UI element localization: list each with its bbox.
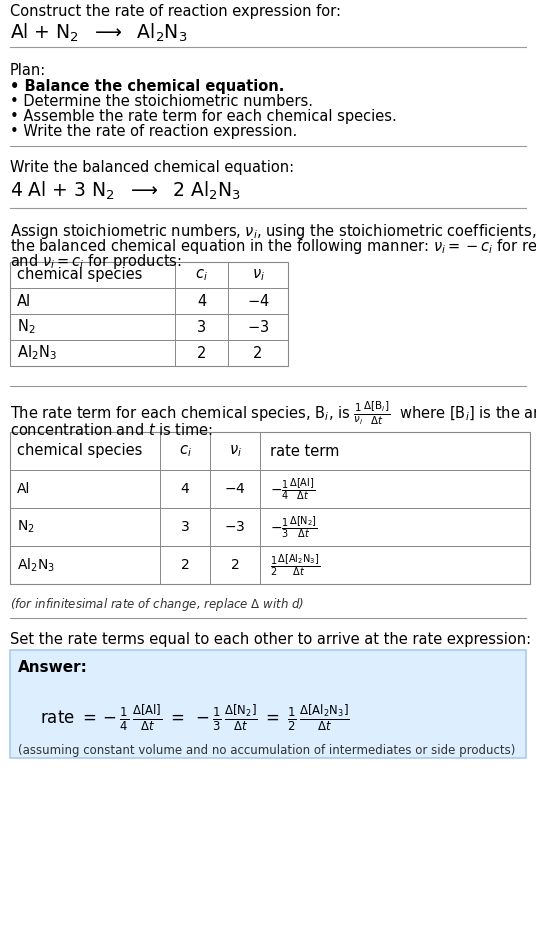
Text: $\nu_i$: $\nu_i$ <box>228 443 242 459</box>
Text: the balanced chemical equation in the following manner: $\nu_i = -c_i$ for react: the balanced chemical equation in the fo… <box>10 237 536 256</box>
Text: 3: 3 <box>181 520 189 534</box>
Text: Answer:: Answer: <box>18 660 88 675</box>
Text: $-4$: $-4$ <box>224 482 246 496</box>
Text: chemical species: chemical species <box>17 444 143 459</box>
Text: • Determine the stoichiometric numbers.: • Determine the stoichiometric numbers. <box>10 94 313 109</box>
Text: $\frac{1}{2}\frac{\Delta[\mathrm{Al_2N_3}]}{\Delta t}$: $\frac{1}{2}\frac{\Delta[\mathrm{Al_2N_3… <box>270 552 320 578</box>
Text: 2: 2 <box>230 558 240 572</box>
Text: (assuming constant volume and no accumulation of intermediates or side products): (assuming constant volume and no accumul… <box>18 744 516 757</box>
Text: N$_2$: N$_2$ <box>17 318 35 336</box>
Text: $-3$: $-3$ <box>247 319 269 335</box>
Text: 2: 2 <box>197 346 206 361</box>
Text: Al: Al <box>17 482 31 496</box>
Text: and $\nu_i = c_i$ for products:: and $\nu_i = c_i$ for products: <box>10 252 182 271</box>
Text: N$_2$: N$_2$ <box>17 519 35 535</box>
Text: 2: 2 <box>254 346 263 361</box>
Text: chemical species: chemical species <box>17 268 143 283</box>
Text: $c_i$: $c_i$ <box>178 443 191 459</box>
Text: Plan:: Plan: <box>10 63 46 78</box>
Text: rate $= -\frac{1}{4}\,\frac{\Delta[\mathrm{Al}]}{\Delta t}\;=\; -\frac{1}{3}\,\f: rate $= -\frac{1}{4}\,\frac{\Delta[\math… <box>40 702 349 733</box>
Text: • Balance the chemical equation.: • Balance the chemical equation. <box>10 79 285 94</box>
FancyBboxPatch shape <box>10 650 526 758</box>
Text: Al$_2$N$_3$: Al$_2$N$_3$ <box>17 556 55 574</box>
Text: $-\frac{1}{4}\frac{\Delta[\mathrm{Al}]}{\Delta t}$: $-\frac{1}{4}\frac{\Delta[\mathrm{Al}]}{… <box>270 476 315 502</box>
Text: $c_i$: $c_i$ <box>195 268 208 283</box>
Text: (for infinitesimal rate of change, replace $\Delta$ with $d$): (for infinitesimal rate of change, repla… <box>10 596 304 613</box>
Text: 2: 2 <box>181 558 189 572</box>
Text: 4: 4 <box>197 293 206 308</box>
Text: Al: Al <box>17 293 31 308</box>
Text: $-4$: $-4$ <box>247 293 269 309</box>
Text: Construct the rate of reaction expression for:: Construct the rate of reaction expressio… <box>10 4 341 19</box>
FancyBboxPatch shape <box>10 432 530 584</box>
Text: Assign stoichiometric numbers, $\nu_i$, using the stoichiometric coefficients, $: Assign stoichiometric numbers, $\nu_i$, … <box>10 222 536 241</box>
Text: concentration and $t$ is time:: concentration and $t$ is time: <box>10 422 213 438</box>
FancyBboxPatch shape <box>10 262 288 366</box>
Text: $-\frac{1}{3}\frac{\Delta[\mathrm{N_2}]}{\Delta t}$: $-\frac{1}{3}\frac{\Delta[\mathrm{N_2}]}… <box>270 514 318 540</box>
Text: Al$_2$N$_3$: Al$_2$N$_3$ <box>17 344 57 363</box>
Text: rate term: rate term <box>270 444 339 459</box>
Text: 3: 3 <box>197 320 206 334</box>
Text: The rate term for each chemical species, B$_i$, is $\frac{1}{\nu_i}\frac{\Delta[: The rate term for each chemical species,… <box>10 400 536 427</box>
Text: • Write the rate of reaction expression.: • Write the rate of reaction expression. <box>10 124 297 139</box>
Text: $-3$: $-3$ <box>225 520 245 534</box>
Text: Al + N$_2$  $\longrightarrow$  Al$_2$N$_3$: Al + N$_2$ $\longrightarrow$ Al$_2$N$_3$ <box>10 22 188 45</box>
Text: 4 Al + 3 N$_2$  $\longrightarrow$  2 Al$_2$N$_3$: 4 Al + 3 N$_2$ $\longrightarrow$ 2 Al$_2… <box>10 180 241 203</box>
Text: Set the rate terms equal to each other to arrive at the rate expression:: Set the rate terms equal to each other t… <box>10 632 531 647</box>
Text: Write the balanced chemical equation:: Write the balanced chemical equation: <box>10 160 294 175</box>
Text: 4: 4 <box>181 482 189 496</box>
Text: • Assemble the rate term for each chemical species.: • Assemble the rate term for each chemic… <box>10 109 397 124</box>
Text: $\nu_i$: $\nu_i$ <box>251 268 264 283</box>
